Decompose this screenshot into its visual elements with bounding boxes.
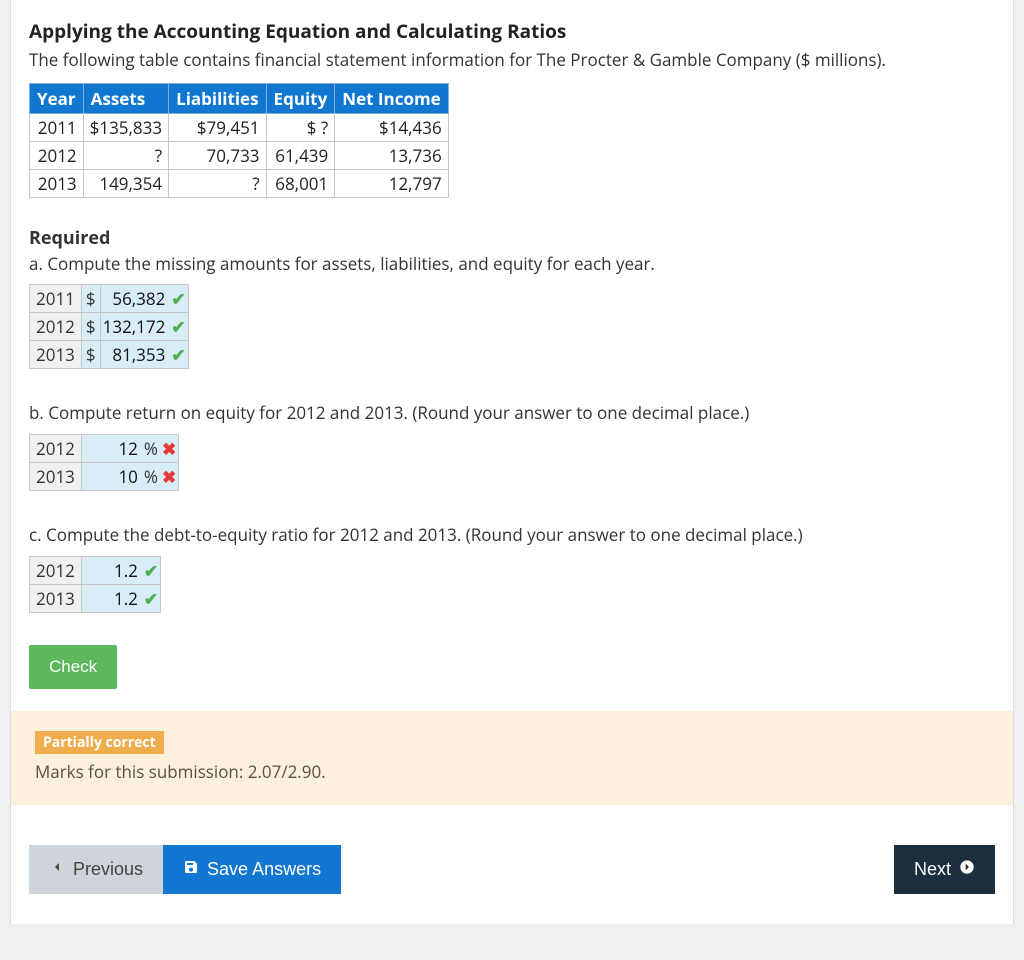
fin-cell: 149,354 [83,169,168,197]
fin-header: Equity [266,83,335,113]
answer-year: 2013 [30,584,82,612]
fin-cell: 13,736 [335,141,448,169]
fin-cell: 2011 [30,113,84,141]
save-icon [183,859,199,880]
fin-cell: $14,436 [335,113,448,141]
fin-header: Net Income [335,83,448,113]
check-icon: ✔ [171,315,185,338]
cross-icon: ✖ [162,465,176,488]
part-b-table: 201212%✖201310%✖ [29,434,179,491]
answer-value: 132,172 [103,315,170,338]
check-icon: ✔ [144,559,158,582]
fin-cell: $79,451 [169,113,266,141]
answer-value: 56,382 [111,287,169,310]
currency-symbol: $ [81,341,100,369]
feedback-panel: Partially correct Marks for this submiss… [11,711,1013,805]
financial-table: YearAssetsLiabilitiesEquityNet Income 20… [29,83,449,198]
chevron-right-icon [959,859,975,880]
currency-symbol: $ [81,313,100,341]
fin-header: Year [30,83,84,113]
part-a-table: 2011$56,382✔2012$132,172✔2013$81,353✔ [29,284,189,369]
save-answers-button[interactable]: Save Answers [163,845,341,894]
feedback-badge: Partially correct [35,731,164,754]
answer-input-cell[interactable]: 81,353✔ [100,341,188,369]
answer-value: 10 [84,465,142,488]
question-container: Applying the Accounting Equation and Cal… [10,0,1014,924]
fin-header: Liabilities [169,83,266,113]
fin-cell: 12,797 [335,169,448,197]
answer-year: 2012 [30,434,82,462]
fin-cell: 68,001 [266,169,335,197]
part-c-table: 20121.2✔20131.2✔ [29,556,161,613]
answer-input-cell[interactable]: 56,382✔ [100,285,188,313]
chevron-left-icon [49,859,65,880]
unit-label: % [142,465,160,488]
previous-button[interactable]: Previous [29,845,163,894]
fin-cell: 2013 [30,169,84,197]
check-icon: ✔ [144,587,158,610]
save-label: Save Answers [207,859,321,880]
previous-label: Previous [73,859,143,880]
answer-input-cell[interactable]: 10%✖ [81,462,178,490]
answer-year: 2012 [30,556,82,584]
answer-year: 2013 [30,341,82,369]
intro-text: The following table contains financial s… [29,48,995,73]
fin-cell: ? [169,169,266,197]
answer-input-cell[interactable]: 1.2✔ [81,556,160,584]
part-b-prompt: b. Compute return on equity for 2012 and… [29,401,995,426]
check-icon: ✔ [171,287,185,310]
answer-year: 2012 [30,313,82,341]
part-a-prompt: a. Compute the missing amounts for asset… [29,252,995,277]
next-label: Next [914,859,951,880]
marks-text: Marks for this submission: 2.07/2.90. [35,760,989,783]
answer-input-cell[interactable]: 12%✖ [81,434,178,462]
fin-cell: $135,833 [83,113,168,141]
answer-value: 12 [84,437,142,460]
answer-input-cell[interactable]: 132,172✔ [100,313,188,341]
fin-cell: 70,733 [169,141,266,169]
nav-row: Previous Save Answers Next [11,805,1013,924]
part-c-prompt: c. Compute the debt-to-equity ratio for … [29,523,995,548]
cross-icon: ✖ [162,437,176,460]
answer-value: 1.2 [84,559,142,582]
fin-cell: 61,439 [266,141,335,169]
check-button[interactable]: Check [29,645,117,689]
answer-value: 1.2 [84,587,142,610]
fin-cell: $ ? [266,113,335,141]
unit-label: % [142,437,160,460]
question-title: Applying the Accounting Equation and Cal… [29,18,995,44]
answer-year: 2011 [30,285,82,313]
check-icon: ✔ [171,343,185,366]
question-content: Applying the Accounting Equation and Cal… [11,0,1013,711]
required-label: Required [29,226,995,250]
answer-value: 81,353 [111,343,169,366]
fin-cell: ? [83,141,168,169]
fin-header: Assets [83,83,168,113]
next-button[interactable]: Next [894,845,995,894]
fin-cell: 2012 [30,141,84,169]
answer-input-cell[interactable]: 1.2✔ [81,584,160,612]
answer-year: 2013 [30,462,82,490]
currency-symbol: $ [81,285,100,313]
